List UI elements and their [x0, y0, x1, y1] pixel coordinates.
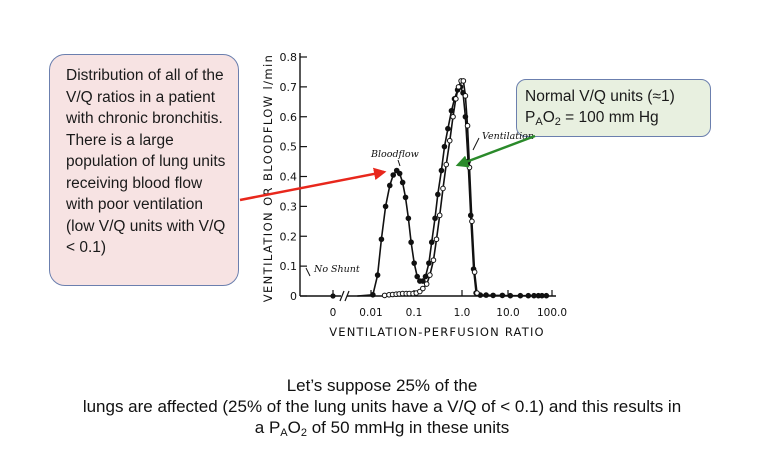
bloodflow-point: [378, 236, 385, 243]
x-tick-label: 100.0: [537, 307, 567, 319]
y-axis-label: VENTILATION OR BLOODFLOW l/min: [261, 54, 275, 303]
y-tick-label: 0.1: [280, 260, 298, 273]
x-axis-label: VENTILATION-PERFUSION RATIO: [329, 325, 545, 339]
y-tick-label: 0.4: [280, 171, 298, 184]
bloodflow-label: Bloodflow: [370, 149, 419, 160]
bloodflow-point: [441, 143, 448, 150]
bloodflow-point: [370, 292, 376, 298]
y-tick-label: 0.3: [280, 200, 298, 213]
bloodflow-point: [402, 194, 409, 201]
bloodflow-point: [483, 292, 489, 298]
bloodflow-point: [507, 292, 514, 299]
ventilation-point: [462, 93, 469, 99]
ventilation-point: [446, 137, 453, 144]
ventilation-point: [455, 84, 462, 90]
ventilation-point: [466, 164, 473, 171]
ventilation-point: [443, 161, 450, 168]
bloodflow-point: [435, 191, 441, 198]
ventilation-label: Ventilation: [482, 131, 534, 142]
ventilation-point: [460, 78, 467, 84]
bloodflow-point: [374, 272, 381, 278]
x-axis-break: [339, 290, 345, 302]
ventilation-point: [471, 269, 478, 275]
bloodflow-point: [390, 172, 397, 178]
y-tick-label: 0: [290, 290, 297, 303]
y-tick-label: 0.6: [280, 111, 298, 124]
x-tick-label: 0.01: [359, 307, 382, 319]
caption-line3: a PAO2 of 50 mmHg in these units: [254, 418, 510, 439]
bloodflow-point: [399, 179, 406, 186]
ventilation-point: [469, 218, 475, 225]
caption-line1: Let’s suppose 25% of the: [286, 376, 478, 395]
bloodflow-point: [525, 292, 532, 299]
bloodflow-point: [543, 292, 550, 299]
caption-line2: lungs are affected (25% of the lung unit…: [82, 397, 682, 416]
bloodflow-point: [445, 125, 451, 132]
bloodflow-point: [517, 292, 524, 299]
ventilation-point: [430, 257, 437, 263]
callout-left-text: Distribution of all of the V/Q ratios in…: [66, 67, 226, 256]
ventilation-point: [474, 290, 480, 296]
ventilation-point: [423, 281, 430, 287]
y-tick-label: 0.7: [280, 81, 298, 94]
bloodflow-point: [396, 170, 403, 177]
x-tick-label: 10.0: [496, 307, 519, 319]
ventilation-point: [420, 285, 426, 292]
bloodflow-pointer-arrow: [239, 167, 387, 202]
bloodflow-point: [420, 278, 426, 284]
bloodflow-point: [432, 215, 438, 222]
no-shunt-label: No Shunt: [313, 264, 360, 275]
bloodflow-point: [382, 203, 389, 210]
bloodflow-point: [386, 182, 393, 189]
callout-normal-vq: Normal V/Q units (≈1) PAO2 = 100 mm Hg: [516, 79, 711, 137]
ventilation-point: [433, 236, 440, 243]
ventilation-point: [450, 113, 456, 120]
bloodflow-point: [405, 215, 412, 222]
bloodflow-point: [414, 273, 421, 280]
callout-chronic-bronchitis: Distribution of all of the V/Q ratios in…: [49, 54, 239, 286]
x-tick-label: 0: [330, 307, 337, 319]
ventilation-point: [453, 96, 459, 102]
x-axis-break: [344, 290, 350, 302]
no-shunt-tick: [305, 267, 311, 277]
y-tick-label: 0.8: [280, 51, 298, 64]
x-tick-label: 1.0: [454, 307, 471, 319]
caption: Let’s suppose 25% of the lungs are affec…: [0, 375, 764, 439]
bloodflow-point: [428, 239, 435, 246]
ventilation-point: [440, 185, 446, 192]
bloodflow-point: [499, 292, 506, 299]
ventilation-point: [381, 292, 388, 299]
bloodflow-point: [490, 292, 496, 299]
origin-marker: [330, 293, 336, 299]
callout-right-line2: PAO2 = 100 mm Hg: [525, 109, 659, 128]
ventilation-point: [436, 212, 443, 219]
bloodflow-point: [408, 239, 414, 246]
callout-right-line1: Normal V/Q units (≈1): [525, 88, 675, 105]
bloodflow-tick: [397, 159, 401, 167]
ventilation-point: [464, 122, 471, 129]
bloodflow-point: [438, 167, 445, 174]
bloodflow-point: [411, 260, 417, 266]
x-tick-label: 0.1: [406, 307, 423, 319]
ventilation-tick: [472, 137, 480, 151]
y-tick-label: 0.2: [280, 230, 298, 243]
ventilation-point: [427, 272, 433, 278]
y-tick-label: 0.5: [280, 141, 298, 154]
bloodflow-point: [426, 260, 432, 266]
normal-vq-pointer-arrow: [455, 134, 536, 168]
